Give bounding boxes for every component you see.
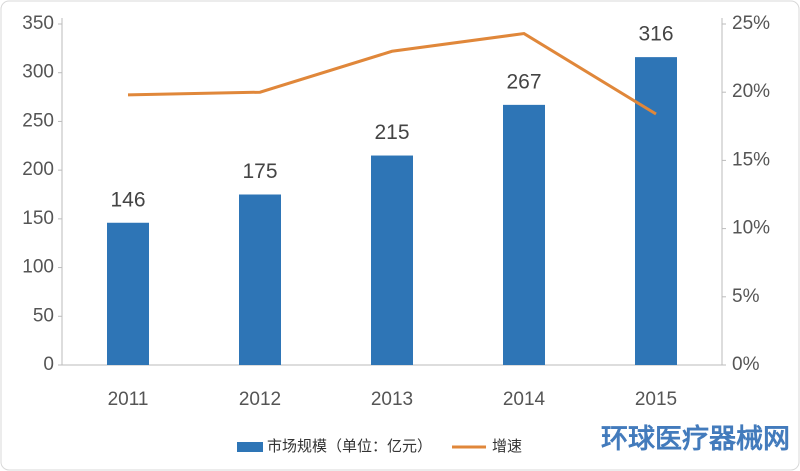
value-label: 215: [374, 121, 409, 144]
line: [127, 31, 657, 116]
bar: [239, 194, 281, 365]
y2-tick-label: 25%: [732, 13, 770, 34]
y-tick-label: 350: [22, 13, 54, 34]
x-tick-label: 2014: [503, 389, 546, 410]
y-tick-label: 50: [33, 305, 54, 326]
y-tick-label: 100: [22, 257, 54, 278]
y2-tick-label: 10%: [732, 218, 770, 239]
legend-swatch: [237, 442, 263, 452]
legend-label: 市场规模（单位：亿元）: [267, 438, 432, 455]
legend-label: 增速: [492, 438, 522, 455]
bar: [635, 57, 677, 366]
y2-tick-label: 5%: [732, 286, 760, 307]
y2-tick-label: 0%: [732, 354, 760, 375]
y-tick-label: 0: [43, 354, 54, 375]
x-tick-label: 2015: [635, 389, 677, 410]
y2-tick-label: 15%: [732, 149, 770, 170]
bar: [371, 155, 413, 365]
y-tick-label: 250: [22, 110, 54, 131]
value-label: 316: [638, 23, 673, 46]
y-tick-label: 150: [22, 208, 54, 229]
watermark: 环球医疗器械网: [601, 423, 790, 454]
y2-tick-label: 20%: [732, 81, 770, 102]
bar: [107, 222, 149, 365]
x-tick-label: 2011: [108, 389, 149, 410]
value-label: 267: [506, 70, 541, 93]
x-tick-label: 2013: [371, 389, 413, 410]
value-label: 146: [110, 188, 145, 211]
value-label: 175: [242, 160, 277, 183]
y-tick-label: 300: [22, 62, 54, 83]
x-tick-label: 2012: [239, 389, 281, 410]
bar: [503, 104, 545, 365]
y-tick-label: 200: [22, 159, 54, 180]
